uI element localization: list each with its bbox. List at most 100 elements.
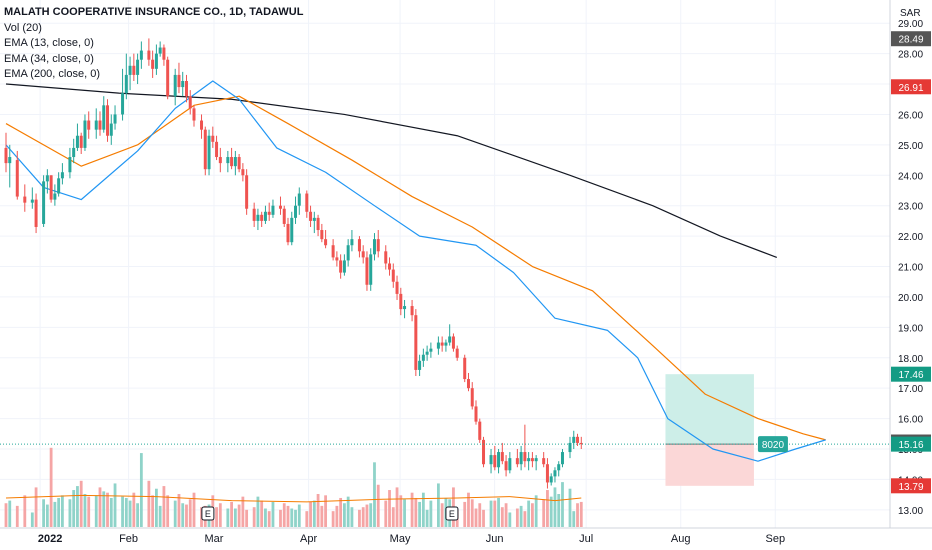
candle-body	[109, 123, 113, 136]
volume-bar	[470, 499, 474, 527]
volume-bar	[72, 490, 76, 527]
candle-body	[98, 120, 102, 130]
candle-body	[463, 357, 467, 380]
position-stop-zone	[665, 444, 754, 486]
volume-bar	[290, 508, 294, 527]
candle-body	[357, 239, 361, 252]
candle-body	[188, 96, 192, 109]
volume-bar	[155, 488, 158, 527]
volume-bar	[361, 507, 365, 527]
candle-body	[106, 105, 110, 136]
volume-bar	[346, 496, 350, 527]
price-tick-label: 19.00	[898, 323, 923, 334]
candle-body	[151, 59, 155, 69]
volume-bar	[358, 509, 361, 527]
candle-body	[68, 157, 72, 173]
candle-body	[572, 436, 576, 443]
volume-bar	[531, 503, 534, 527]
volume-bar	[94, 495, 98, 527]
candle-body	[436, 342, 440, 349]
candle-body	[230, 157, 234, 167]
candle-body	[372, 239, 376, 255]
legend-symbol: MALATH COOPERATIVE INSURANCE CO., 1D, TA…	[4, 6, 304, 18]
price-badge-bg	[891, 366, 931, 382]
price-tick-label: 25.00	[898, 141, 923, 152]
volume-bar	[500, 507, 504, 527]
volume-bar	[553, 487, 557, 527]
price-tick-label: 23.00	[898, 202, 923, 213]
candle-body	[384, 251, 388, 264]
volume-bar	[256, 496, 260, 527]
currency-label: SAR	[900, 8, 921, 19]
candle-body	[203, 129, 207, 170]
ema200-line	[5, 83, 778, 258]
candle-series	[4, 38, 583, 489]
earnings-marker: E	[201, 506, 215, 521]
volume-bar	[309, 501, 312, 527]
volume-bar	[83, 494, 87, 527]
legend-ema13[interactable]: EMA (13, close, 0)	[4, 37, 94, 49]
price-tick-label: 21.00	[898, 263, 923, 274]
candle-body	[207, 135, 211, 170]
volume-bar	[493, 500, 497, 527]
volume-bar	[561, 482, 564, 527]
candle-body	[388, 263, 392, 270]
candle-body	[560, 452, 564, 465]
volume-bar	[388, 490, 391, 527]
price-badge: 28.49	[891, 31, 931, 47]
candle-body	[49, 175, 53, 200]
volume-ma-line	[5, 494, 582, 503]
time-tick-label: 2022	[38, 533, 62, 545]
position-label-text: 8020	[762, 440, 785, 451]
volume-bar	[542, 499, 546, 527]
candle-body	[57, 178, 61, 194]
candle-body	[53, 193, 57, 200]
candle-body	[425, 351, 429, 355]
volume-bar	[297, 504, 301, 527]
volume-bar	[79, 480, 83, 527]
volume-bar	[534, 495, 538, 527]
candle-body	[455, 348, 459, 358]
candle-body	[403, 306, 407, 310]
time-tick-label: Apr	[300, 533, 317, 545]
volume-bar	[252, 507, 256, 527]
candle-body	[515, 458, 519, 465]
volume-bar	[166, 495, 170, 527]
time-tick-label: Jul	[579, 533, 593, 545]
volume-bar	[557, 494, 561, 527]
candle-body	[549, 476, 553, 483]
candle-body	[252, 208, 256, 221]
earnings-marker-box	[445, 506, 459, 521]
volume-bar	[147, 480, 151, 527]
candle-body	[482, 439, 486, 465]
candle-body	[200, 120, 204, 130]
candle-body	[395, 281, 399, 294]
candle-body	[241, 169, 245, 176]
volume-bar	[467, 492, 470, 527]
position-target-zone	[665, 374, 754, 445]
volume-bar	[373, 462, 376, 527]
volume-bar	[192, 492, 196, 527]
candle-body	[519, 452, 523, 465]
legend-ema200[interactable]: EMA (200, close, 0)	[4, 68, 100, 80]
volume-bar	[128, 500, 132, 527]
candle-body	[233, 157, 237, 167]
ema34-line	[5, 95, 826, 441]
volume-bar	[519, 505, 523, 527]
candle-body	[444, 342, 448, 346]
volume-bar	[49, 447, 53, 527]
volume-bar	[384, 500, 388, 527]
volume-bar	[109, 497, 113, 527]
candle-body	[429, 348, 433, 352]
legend-volume[interactable]: Vol (20)	[4, 21, 42, 34]
time-tick-label: Feb	[119, 533, 138, 545]
price-tick-label: 22.00	[898, 232, 923, 243]
volume-bar	[132, 492, 136, 527]
legend-ema34[interactable]: EMA (34, close, 0)	[4, 52, 94, 65]
candle-body	[75, 135, 79, 148]
volume-bar	[173, 500, 177, 527]
price-badge: 13.79	[891, 478, 931, 494]
volume-bar	[572, 511, 576, 527]
